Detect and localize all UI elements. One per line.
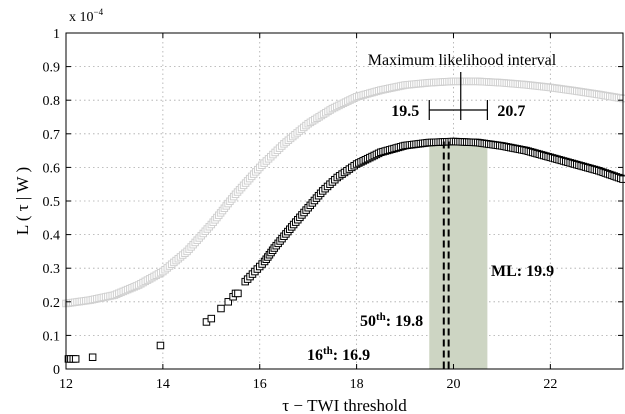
y-tick-label: 1 [53,27,60,42]
black-series [64,137,625,363]
x-tick-label: 14 [156,377,170,392]
y-tick-label: 0.6 [43,161,61,176]
black-series-marker [619,175,625,183]
y-tick-label: 0.4 [43,229,61,244]
y-tick-label: 0.3 [43,262,61,277]
ml-interval-annotation: Maximum likelihood interval 19.5 20.7 [368,52,557,120]
black-series-marker [224,298,233,306]
black-series-marker [234,289,242,298]
black-series-marker [71,355,80,363]
black-series-marker [217,304,225,313]
y-tick-label: 0.7 [43,128,61,143]
y-tick-label: 0.5 [43,195,61,210]
black-series-marker [88,353,97,361]
y-tick-label: 0.9 [43,61,61,76]
ml-interval-shade [429,141,488,369]
percentile-16-label: 16th: 16.9 [307,345,370,364]
x-axis-title: τ − TWI threshold [282,396,407,414]
x-tick-label: 12 [59,377,73,392]
y-axis-title: L ( τ | W ) [13,167,32,235]
interval-high-label: 20.7 [497,103,525,120]
x-tick-label: 20 [446,377,460,392]
y-tick-label: 0.2 [43,296,61,311]
shade-layer [429,141,488,369]
black-series-marker [207,314,216,323]
ml-value-label: ML: 19.9 [491,263,554,280]
y-tick-label: 0 [53,363,60,378]
tick-layer: 12 14 16 18 20 22 0 0.1 0.2 0.3 0.4 0.5 0.6 0.7 0.8 0.9… [43,27,623,392]
x-tick-label: 18 [350,377,364,392]
y-tick-label: 0.1 [43,329,61,344]
interval-low-label: 19.5 [391,103,419,120]
x-tick-label: 16 [253,377,267,392]
ml-interval-label: Maximum likelihood interval [368,52,557,69]
gray-series [62,77,625,308]
x-tick-label: 22 [543,377,557,392]
gray-series-marker [619,94,625,103]
y-tick-label: 0.8 [43,94,61,109]
y-multiplier: x 10−4 [69,7,104,25]
percentile-50-label: 50th: 19.8 [360,311,423,330]
percentile-lines [442,141,450,369]
black-series-marker [156,341,165,350]
